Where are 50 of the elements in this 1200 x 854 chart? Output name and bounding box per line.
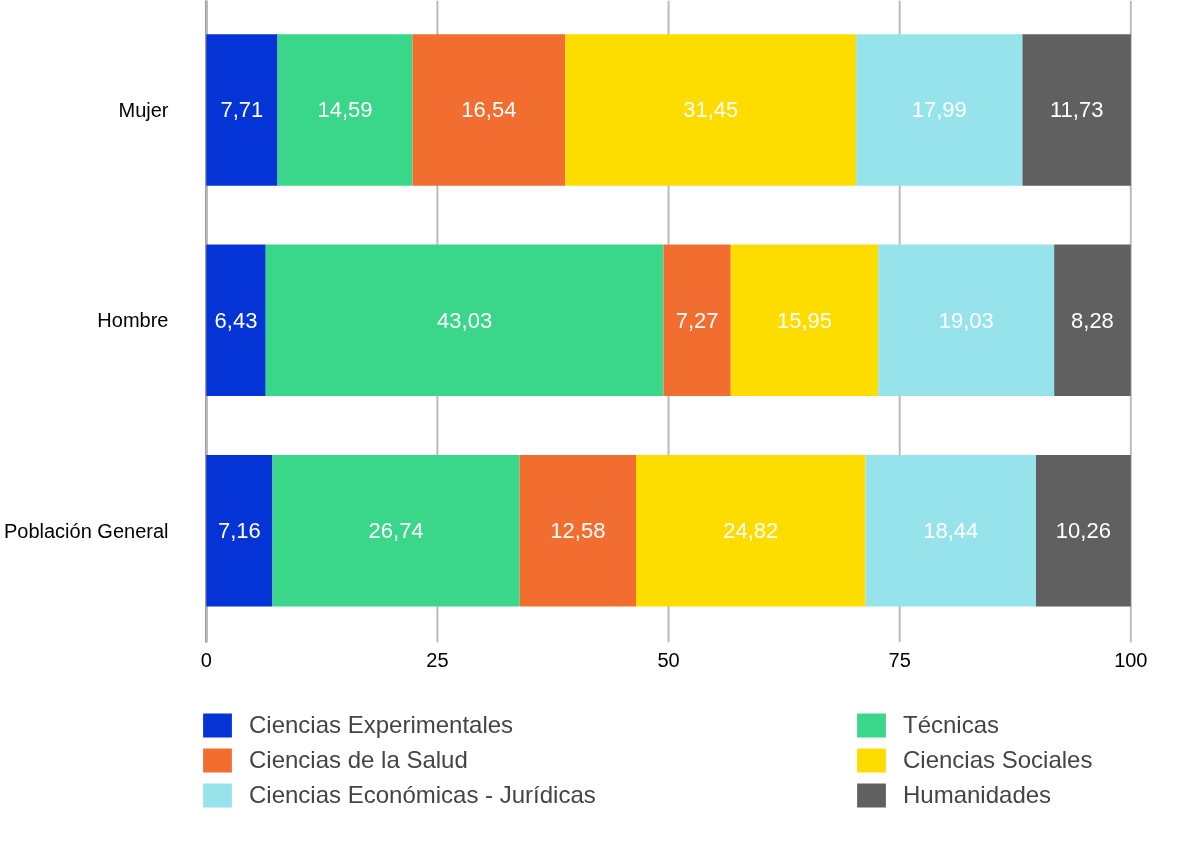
bar	[865, 454, 1036, 607]
data-label: 14,59	[317, 97, 373, 123]
legend-label: Humanidades	[903, 780, 1053, 810]
bar	[265, 244, 664, 397]
data-label: 12,58	[550, 518, 606, 544]
data-label: 18,44	[923, 518, 979, 544]
bar	[565, 34, 857, 186]
bar	[206, 244, 266, 397]
bar	[519, 454, 636, 607]
data-label: 7,27	[675, 307, 719, 333]
bar	[730, 244, 879, 397]
x-tick-label: 25	[426, 649, 449, 672]
legend-label: Técnicas	[903, 710, 1001, 740]
legend-label: Ciencias Económicas - Jurídicas	[249, 780, 597, 810]
x-tick-label: 100	[1114, 649, 1148, 672]
legend-label: Ciencias Experimentales	[249, 710, 515, 740]
data-label: 11,73	[1049, 97, 1104, 123]
bar	[856, 34, 1023, 186]
bar	[663, 244, 731, 397]
data-label: 10,26	[1055, 518, 1111, 544]
data-label: 7,16	[217, 518, 261, 544]
data-label: 19,03	[938, 307, 994, 333]
x-tick-label: 50	[657, 649, 680, 672]
data-label: 43,03	[437, 307, 493, 333]
legend-label: Ciencias de la Salud	[249, 745, 469, 775]
bar	[277, 34, 413, 186]
data-label: 26,74	[368, 518, 424, 544]
data-label: 24,82	[723, 518, 779, 544]
bar	[878, 244, 1055, 397]
y-tick-label: Hombre	[97, 309, 169, 332]
data-label: 15,95	[776, 307, 833, 333]
bar	[1054, 244, 1131, 397]
data-label: 6,43	[214, 307, 258, 333]
bar	[206, 454, 273, 607]
data-label: 17,99	[911, 97, 967, 123]
bar	[1022, 34, 1131, 186]
y-tick-label: Mujer	[118, 98, 169, 121]
bar	[635, 454, 866, 607]
bar	[272, 454, 520, 607]
data-label: 16,54	[461, 97, 517, 123]
bar	[412, 34, 566, 186]
data-label: 8,28	[1071, 307, 1114, 333]
data-label: 31,45	[683, 97, 739, 123]
y-tick-label: Población General	[3, 519, 169, 542]
data-label: 7,71	[220, 97, 264, 123]
x-tick-label: 75	[888, 649, 911, 672]
legend-label: Ciencias Sociales	[903, 745, 1094, 775]
x-tick-label: 0	[200, 649, 212, 672]
bar	[206, 34, 278, 186]
bar	[1035, 454, 1131, 607]
